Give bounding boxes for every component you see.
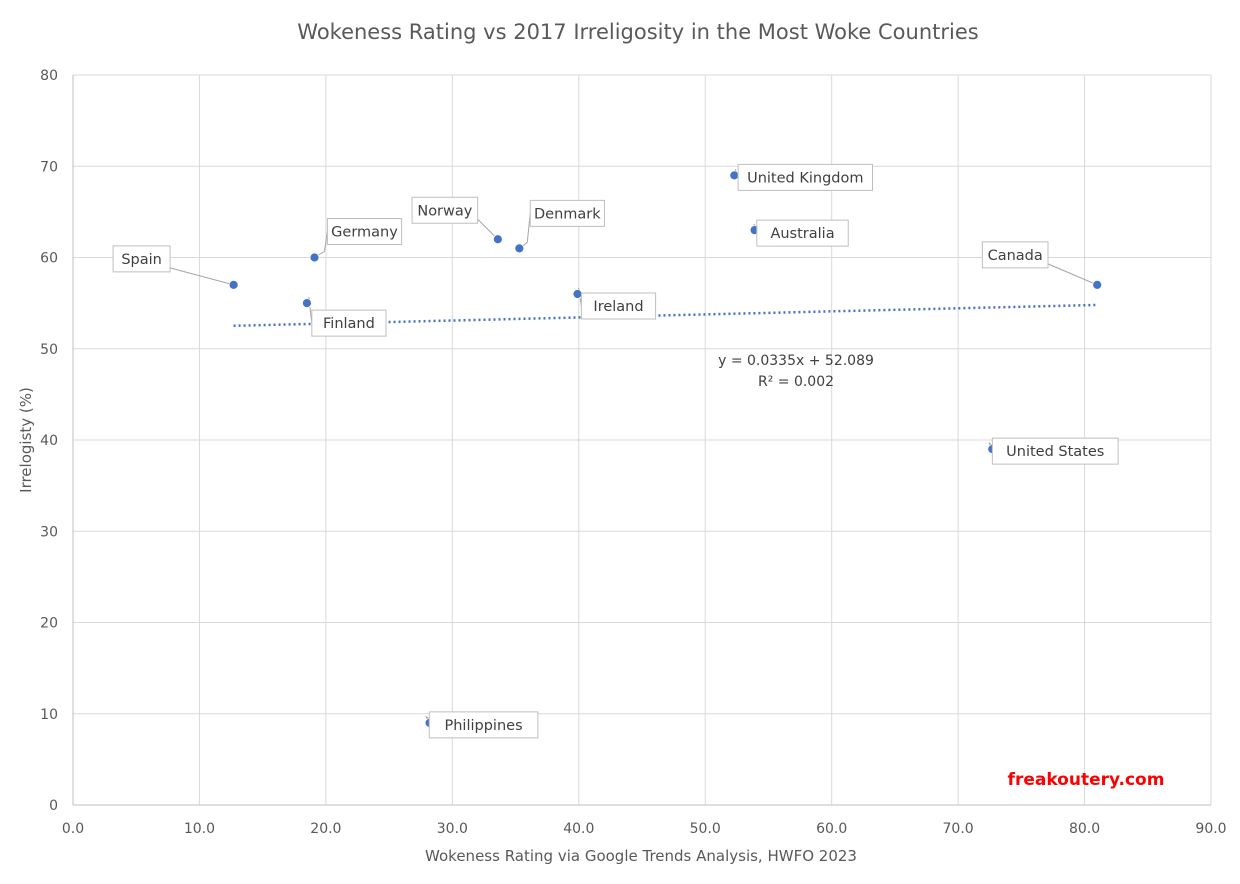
y-tick-label: 40 — [40, 433, 58, 449]
x-tick-label: 80.0 — [1069, 821, 1100, 837]
y-tick-label: 60 — [40, 251, 58, 267]
y-tick-label: 50 — [40, 342, 58, 358]
y-tick-label: 30 — [40, 524, 58, 540]
y-tick-label: 20 — [40, 616, 58, 632]
x-tick-label: 20.0 — [310, 821, 341, 837]
x-tick-labels: 0.0 10.0 20.0 30.0 40.0 50.0 60.0 70.0 80.0 90.0 — [62, 821, 1227, 837]
leader-line — [317, 231, 328, 256]
data-label: United Kingdom — [747, 170, 863, 186]
y-tick-label: 80 — [40, 68, 58, 84]
data-label: United States — [1006, 444, 1104, 460]
trendline-r-squared: R² = 0.002 — [758, 374, 834, 390]
data-label-box — [311, 309, 387, 337]
trendline-group — [233, 303, 1098, 328]
data-point — [729, 170, 740, 181]
data-label-box — [529, 199, 605, 227]
x-tick-label: 50.0 — [690, 821, 721, 837]
data-point — [492, 234, 503, 245]
data-label-box — [428, 711, 539, 739]
x-tick-label: 10.0 — [184, 821, 215, 837]
x-tick-label: 40.0 — [563, 821, 594, 837]
data-label-box — [112, 245, 171, 273]
data-label: Denmark — [534, 206, 601, 222]
data-label-box — [411, 196, 479, 224]
y-tick-label: 10 — [40, 707, 58, 723]
data-label-box — [991, 437, 1119, 465]
axes — [72, 75, 1211, 806]
x-tick-label: 30.0 — [437, 821, 468, 837]
x-tick-label: 0.0 — [62, 821, 84, 837]
x-axis-label: Wokeness Rating via Google Trends Analys… — [425, 847, 857, 865]
trendline — [233, 303, 1098, 328]
data-label: Ireland — [593, 299, 643, 315]
trendline-equation: y = 0.0335x + 52.089 — [718, 353, 874, 369]
data-label: Germany — [331, 225, 398, 241]
data-point — [1092, 279, 1103, 290]
watermark: freakoutery.com — [1008, 770, 1165, 790]
data-label-box — [326, 218, 403, 245]
data-label-box — [981, 241, 1049, 269]
data-point — [302, 298, 312, 309]
x-tick-label: 60.0 — [816, 821, 847, 837]
label-leader-lines — [169, 169, 1098, 726]
data-label: Philippines — [445, 718, 523, 734]
leader-line — [522, 213, 531, 247]
y-axis-label: Irrelogisty (%) — [17, 387, 35, 493]
data-label: Australia — [770, 226, 834, 242]
data-label-box — [756, 219, 849, 247]
data-labels: Spain Germany Finland Philippines Norway Denm… — [112, 163, 1119, 739]
y-tick-labels: 0 10 20 30 40 50 60 70 80 — [40, 68, 58, 814]
data-label-box — [580, 292, 657, 320]
data-label: Spain — [121, 252, 162, 268]
data-point — [309, 252, 320, 263]
data-point — [228, 279, 239, 290]
data-point — [572, 289, 583, 299]
leader-line — [1047, 263, 1098, 286]
data-label: Norway — [417, 203, 472, 219]
x-tick-label: 90.0 — [1195, 821, 1226, 837]
data-label: Finland — [323, 316, 375, 332]
y-tick-label: 0 — [49, 798, 58, 814]
x-tick-label: 70.0 — [943, 821, 974, 837]
data-point — [514, 243, 525, 254]
data-label: Canada — [988, 248, 1043, 264]
leader-line — [169, 267, 234, 286]
y-tick-label: 70 — [40, 159, 58, 175]
data-label-box — [737, 163, 874, 191]
chart-title: Wokeness Rating vs 2017 Irreligosity in … — [297, 20, 978, 44]
